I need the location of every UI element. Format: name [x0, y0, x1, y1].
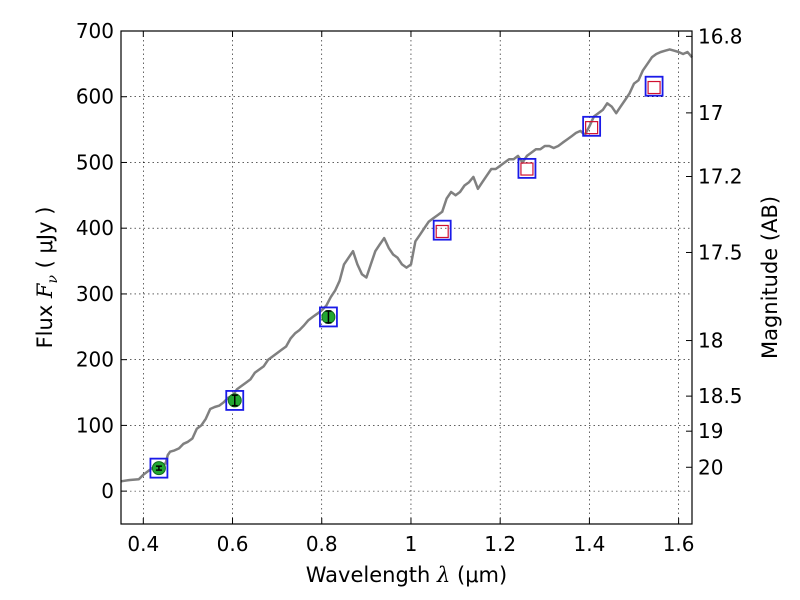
y-tick-label: 300 — [76, 282, 114, 306]
blue-square-point — [225, 390, 245, 411]
x-tick-label: 1.2 — [484, 532, 516, 556]
y-tick-label: 700 — [76, 19, 114, 43]
magnitude-axis-label: Magnitude (AB) — [758, 196, 782, 359]
x-tick-label: 0.6 — [217, 532, 249, 556]
y-tick-label: 600 — [76, 85, 114, 109]
blue-square-point — [432, 219, 452, 241]
y-axis-label: Flux Fν ( μJy ) — [33, 207, 61, 349]
red-square-point — [520, 162, 534, 176]
y-tick-label: 100 — [76, 413, 114, 437]
blue-square-point — [644, 75, 664, 97]
x-tick-label: 0.4 — [127, 532, 159, 556]
blue-square-point — [149, 457, 169, 479]
y-tick-label: 0 — [101, 479, 114, 503]
mag-tick-label: 16.8 — [698, 24, 743, 48]
grid — [121, 30, 692, 524]
x-tick-label: 1.4 — [573, 532, 605, 556]
mag-tick-label: 17.2 — [698, 165, 743, 189]
spectrum-series — [120, 48, 693, 483]
mag-tick-label: 18.5 — [698, 384, 743, 408]
y-tick-label: 500 — [76, 150, 114, 174]
photometry-markers — [149, 75, 664, 479]
mag-tick-label: 17 — [698, 101, 723, 125]
red-square-point — [647, 80, 661, 95]
x-tick-label: 1 — [405, 532, 418, 556]
mag-tick-label: 19 — [698, 419, 723, 443]
x-axis-label: Wavelength λ (μm) — [306, 563, 507, 587]
mag-tick-label: 18 — [698, 329, 723, 353]
blue-square-point — [517, 157, 537, 179]
y-tick-label: 200 — [76, 348, 114, 372]
mag-tick-label: 17.5 — [698, 240, 743, 264]
blue-square-point — [319, 306, 338, 328]
y-tick-label: 400 — [76, 216, 114, 240]
plot-frame — [120, 30, 693, 525]
spectrum-line — [120, 48, 693, 483]
x-tick-label: 1.6 — [663, 532, 695, 556]
red-square-point — [585, 121, 599, 135]
x-tick-label: 0.8 — [306, 532, 338, 556]
mag-tick-label: 20 — [698, 455, 723, 479]
axis-ticks: 0.4 0.6 0.8 1 1.2 1.4 1.6 0 100 200 300 400 500 600 70… — [76, 19, 743, 556]
red-square-point — [435, 224, 449, 239]
blue-square-point — [582, 115, 602, 137]
